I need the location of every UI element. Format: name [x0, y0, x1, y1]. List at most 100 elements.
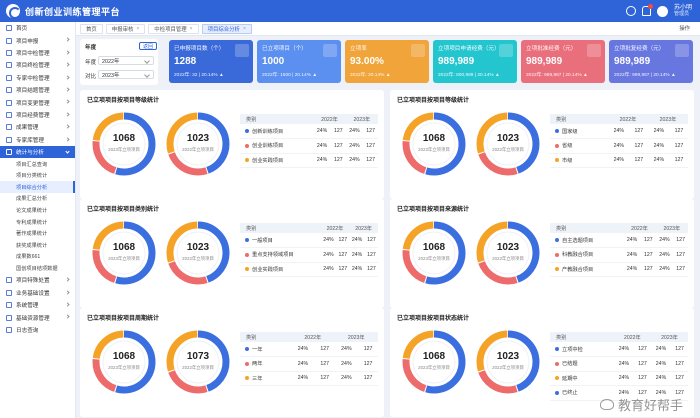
sidebar-item-resources[interactable]: 基础资源管理 — [0, 311, 75, 323]
stat-card-approved[interactable]: 已立项项目（个） 1000 2022年: 1500 | 20.14% ▲ — [257, 40, 341, 83]
stat-value: 1000 — [262, 56, 285, 67]
category-name: 产教融合项目 — [562, 266, 594, 273]
stat-card-replied-funds[interactable]: 立项批复经费（元） 989,989 2022年: 999,987 | 20.14… — [609, 40, 693, 83]
back-button[interactable]: 返回 — [139, 42, 158, 50]
category-cell: 已结题 — [550, 356, 614, 372]
stat-card-approved-funds[interactable]: 立项批准经费（元） 989,989 2022年: 989,987 | 20.14… — [521, 40, 605, 83]
sidebar-sub-achievement-summary[interactable]: 成果汇总分析 — [16, 196, 48, 203]
bell-icon[interactable] — [641, 4, 653, 16]
sidebar-sub-category[interactable]: 项目分类统计 — [16, 173, 48, 180]
table-cell: 127 — [330, 138, 346, 154]
table-cell: 24% — [623, 262, 641, 277]
user-info[interactable]: 苏小明 管理员 — [674, 5, 692, 17]
sidebar-sub-books[interactable]: 著作成果统计 — [16, 231, 48, 238]
donut-chart[interactable]: 1023 2022年立项项目 — [472, 326, 544, 398]
table-cell: 24% — [655, 233, 674, 248]
settings-icon[interactable] — [625, 6, 636, 16]
category-cell: 重点支持领域项目 — [240, 247, 321, 263]
table-cell: 127 — [364, 262, 378, 277]
donut-segment — [166, 112, 230, 176]
table-cell: 24% — [345, 124, 364, 139]
close-icon[interactable]: × — [242, 25, 246, 32]
sidebar-item-logs[interactable]: 日志查询 — [0, 324, 75, 336]
donut-total-value: 1068 — [112, 242, 136, 253]
table-row: 创业实践项目 24% 127 24% 127 — [240, 153, 378, 168]
table-cell: 127 — [358, 371, 378, 386]
donut-chart[interactable]: 1073 2022年立项项目 — [162, 326, 234, 398]
sidebar-sub-patents[interactable]: 专利成果统计 — [16, 219, 48, 226]
legend-dot-icon — [245, 252, 249, 257]
sidebar-item-finalcheck[interactable]: 项目终检管理 — [0, 59, 75, 71]
donut-chart[interactable]: 1023 2022年立项项目 — [472, 108, 544, 180]
donut-chart[interactable]: 1068 2023年立项项目 — [88, 108, 160, 180]
donut-inner-ring — [102, 340, 146, 384]
sidebar-item-label: 业务基础设置 — [16, 290, 50, 297]
donut-total-value: 1068 — [422, 351, 446, 362]
year-select[interactable]: 2022年 — [98, 56, 154, 65]
sidebar-sub-analysis[interactable]: 项目综合分析 — [0, 181, 75, 194]
close-icon[interactable]: × — [189, 25, 193, 32]
donut-chart[interactable]: 1068 2023年立项项目 — [398, 326, 470, 398]
sidebar-item-conclusion[interactable]: 项目结题管理 — [0, 84, 75, 96]
table-cell: 127 — [669, 124, 688, 139]
sidebar-item-special[interactable]: 项目特殊处置 — [0, 274, 75, 286]
table-cell: 24% — [650, 385, 672, 401]
sidebar-item-label: 基础资源管理 — [16, 315, 50, 322]
sidebar-item-funds[interactable]: 项目经费管理 — [0, 109, 75, 121]
sidebar-sub-summary[interactable]: 项目汇总查询 — [16, 161, 48, 168]
table-cell: 24% — [613, 371, 635, 386]
donut-chart[interactable]: 1023 2022年立项项目 — [162, 217, 234, 289]
sidebar-sub-count[interactable]: 成果数661 — [16, 254, 41, 261]
sidebar-item-apply[interactable]: 项目申报 — [0, 34, 75, 46]
table-row: 国家级 24% 127 24% 127 — [550, 124, 688, 139]
stat-card-rate[interactable]: 立项率 93.00% 2022年: 20.14% ▲ — [345, 40, 429, 83]
donut-total-value: 1068 — [112, 133, 136, 144]
donut-chart[interactable]: 1068 2023年立项项目 — [88, 326, 160, 398]
table-cell: 24% — [623, 233, 641, 248]
sidebar-sub-awards[interactable]: 获奖成果统计 — [16, 242, 48, 249]
table-cell: 24% — [650, 356, 672, 372]
column-header: 2022年 — [313, 114, 346, 124]
tab-home[interactable]: 首页 — [80, 23, 103, 34]
tab-review[interactable]: 申报审核 × — [105, 23, 146, 34]
sidebar-item-change[interactable]: 项目变更管理 — [0, 96, 75, 108]
table-cell: 127 — [336, 247, 350, 263]
donut-segment — [166, 112, 230, 176]
legend-dot-icon — [555, 390, 559, 395]
tabs-operation-menu[interactable]: 操作 — [679, 26, 690, 32]
sidebar-item-experts[interactable]: 专家库管理 — [0, 134, 75, 146]
sidebar-item-expert-midcheck[interactable]: 专家中检管理 — [0, 72, 75, 84]
donut-chart[interactable]: 1023 2022年立项项目 — [162, 108, 234, 180]
compare-select[interactable]: 2023年 — [98, 70, 154, 79]
avatar[interactable] — [656, 5, 668, 17]
donut-inner-ring — [176, 231, 220, 275]
donut-chart[interactable]: 1068 2023年立项项目 — [398, 217, 470, 289]
sidebar-item-system[interactable]: 系统管理 — [0, 299, 75, 311]
wallet-icon — [587, 44, 601, 57]
sidebar-item-midcheck[interactable]: 项目中检管理 — [0, 47, 75, 59]
donut-segment — [92, 330, 156, 394]
sidebar-item-statistics[interactable]: 统计与分析 — [0, 145, 75, 159]
sidebar-item-home[interactable]: 首页 — [0, 22, 75, 34]
stat-card-applied[interactable]: 已申报项目数（个） 1288 2022年: 32 | 20.14% ▲ — [169, 40, 253, 83]
table-cell: 24% — [313, 124, 331, 139]
tab-analysis[interactable]: 项目综合分析 × — [201, 23, 252, 34]
stat-title: 立项批准经费（元） — [526, 46, 577, 52]
table-cell: 127 — [363, 153, 378, 168]
stats-table: 类别 2022年 2023年 一般项目 24% 127 24% 127 重点支持领域项目 24% 1… — [240, 223, 378, 277]
sidebar-sub-papers[interactable]: 论文成果统计 — [16, 207, 48, 214]
column-header: 类别 — [550, 223, 624, 233]
table-row: 一般项目 24% 127 24% 127 — [240, 233, 378, 248]
donut-chart[interactable]: 1068 2023年立项项目 — [398, 108, 470, 180]
sidebar-sub-national[interactable]: 国创项目结项数据 — [16, 265, 58, 272]
sidebar-item-achievements[interactable]: 成果管理 — [0, 121, 75, 133]
close-icon[interactable]: × — [136, 25, 140, 32]
tab-midcheck[interactable]: 中检项目管理 × — [148, 23, 199, 34]
donut-total-value: 1023 — [496, 351, 520, 362]
sidebar-item-basic-settings[interactable]: 业务基础设置 — [0, 287, 75, 299]
donut-chart[interactable]: 1068 2023年立项项目 — [88, 217, 160, 289]
table-cell: 24% — [313, 138, 331, 154]
stat-card-applied-funds[interactable]: 立项项目申请经费（元） 989,989 2022年: 800,989 | 20.… — [433, 40, 517, 83]
category-name: 一般项目 — [252, 237, 273, 244]
donut-chart[interactable]: 1023 2022年立项项目 — [472, 217, 544, 289]
